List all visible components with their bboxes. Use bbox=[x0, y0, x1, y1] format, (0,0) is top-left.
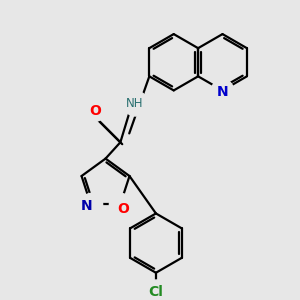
Text: N: N bbox=[80, 199, 92, 213]
Text: O: O bbox=[89, 104, 101, 118]
Text: N: N bbox=[217, 85, 228, 99]
Text: Cl: Cl bbox=[148, 285, 164, 299]
Text: O: O bbox=[117, 202, 129, 216]
Text: NH: NH bbox=[126, 97, 143, 110]
